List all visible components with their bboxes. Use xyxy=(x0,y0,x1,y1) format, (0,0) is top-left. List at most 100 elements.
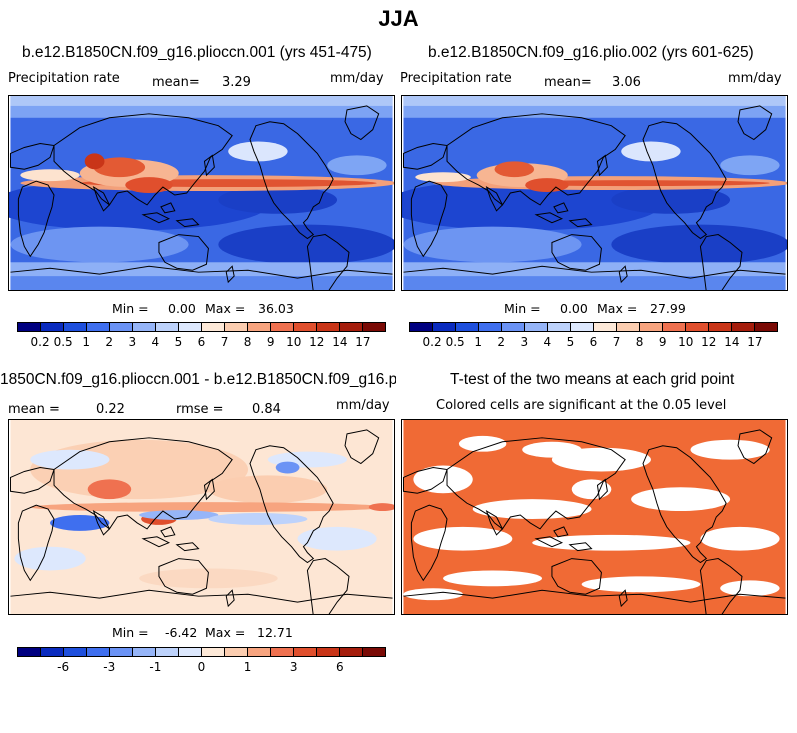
panel1-variable: Precipitation rate xyxy=(8,71,120,86)
panel3-min-label: Min = xyxy=(112,625,149,640)
colorbar-swatch xyxy=(594,323,617,331)
colorbar-label: 3 xyxy=(520,335,529,349)
colorbar-swatch xyxy=(87,648,110,656)
colorbar-label: -1 xyxy=(149,660,162,674)
main-title: JJA xyxy=(378,6,419,31)
colorbar-swatch xyxy=(363,648,385,656)
colorbar-swatch xyxy=(663,323,686,331)
panel2-mean-value: 3.06 xyxy=(612,75,641,90)
colorbar-swatch xyxy=(294,323,317,331)
colorbar-label: 14 xyxy=(724,335,740,349)
panel1-max-value: 36.03 xyxy=(258,301,294,316)
panel1-colorbar xyxy=(17,322,386,332)
colorbar-label: 8 xyxy=(243,335,252,349)
panel2-title: b.e12.B1850CN.f09_g16.plio.002 (yrs 601-… xyxy=(428,44,754,61)
panel1-colorbar-labels: 0.2 0.5 1 2 3 4 5 6 7 8 9 10 12 14 17 xyxy=(17,335,386,349)
colorbar-swatch xyxy=(202,648,225,656)
colorbar-swatch xyxy=(18,323,41,331)
panel2-colorbar xyxy=(409,322,778,332)
colorbar-label: 0.5 xyxy=(445,335,465,349)
panel4-title: T-test of the two means at each grid poi… xyxy=(450,371,735,388)
colorbar-swatch xyxy=(156,648,179,656)
colorbar-label: 5 xyxy=(174,335,183,349)
colorbar-swatch xyxy=(110,323,133,331)
colorbar-label: 9 xyxy=(658,335,667,349)
colorbar-swatch xyxy=(340,323,363,331)
colorbar-label: 5 xyxy=(566,335,575,349)
colorbar-swatch xyxy=(294,648,317,656)
colorbar-swatch xyxy=(64,648,87,656)
panel1-title: b.e12.B1850CN.f09_g16.plioccn.001 (yrs 4… xyxy=(22,44,372,61)
colorbar-swatch xyxy=(179,323,202,331)
panel3-min-value: -6.42 xyxy=(165,625,198,640)
colorbar-label: 1 xyxy=(243,660,252,674)
colorbar-swatch xyxy=(133,323,156,331)
colorbar-swatch xyxy=(456,323,479,331)
colorbar-label: 6 xyxy=(589,335,598,349)
colorbar-swatch xyxy=(617,323,640,331)
colorbar-swatch xyxy=(18,648,41,656)
panel2-min-value: 0.00 xyxy=(560,301,588,316)
colorbar-label: 2 xyxy=(105,335,114,349)
colorbar-swatch xyxy=(248,648,271,656)
panel3-mean-label: mean = xyxy=(8,402,60,417)
colorbar-swatch xyxy=(755,323,777,331)
colorbar-swatch xyxy=(502,323,525,331)
colorbar-swatch xyxy=(317,323,340,331)
colorbar-label: 0 xyxy=(197,660,206,674)
colorbar-label: 6 xyxy=(336,660,344,674)
colorbar-label: 17 xyxy=(747,335,763,349)
colorbar-swatch xyxy=(248,323,271,331)
colorbar-swatch xyxy=(363,323,385,331)
panel3-units: mm/day xyxy=(336,398,390,413)
panel2-variable: Precipitation rate xyxy=(400,71,512,86)
panel1-mean-label: mean= xyxy=(152,75,200,90)
colorbar-label: 0.2 xyxy=(422,335,442,349)
panel4-subtitle: Colored cells are significant at the 0.0… xyxy=(436,398,727,413)
panel1-max-label: Max = xyxy=(205,301,246,316)
panel1-min-label: Min = xyxy=(112,301,149,316)
colorbar-label: 2 xyxy=(497,335,506,349)
panel3-title: 1850CN.f09_g16.plioccn.001 - b.e12.B1850… xyxy=(0,371,396,388)
colorbar-swatch xyxy=(225,648,248,656)
colorbar-label: 9 xyxy=(266,335,275,349)
colorbar-label: 10 xyxy=(286,335,302,349)
colorbar-swatch xyxy=(110,648,133,656)
colorbar-label: 0.5 xyxy=(53,335,73,349)
panel2-max-value: 27.99 xyxy=(650,301,686,316)
panel2-mean-label: mean= xyxy=(544,75,592,90)
panel2-map xyxy=(401,95,788,291)
panel2-max-label: Max = xyxy=(597,301,638,316)
colorbar-label: 10 xyxy=(678,335,694,349)
colorbar-label: 12 xyxy=(309,335,325,349)
colorbar-swatch xyxy=(571,323,594,331)
colorbar-label: 1 xyxy=(82,335,91,349)
colorbar-swatch xyxy=(202,323,225,331)
colorbar-label: 6 xyxy=(197,335,206,349)
colorbar-swatch xyxy=(548,323,571,331)
colorbar-swatch xyxy=(64,323,87,331)
panel3-map xyxy=(8,419,395,615)
colorbar-label: 17 xyxy=(355,335,371,349)
colorbar-label: -6 xyxy=(57,660,70,674)
colorbar-label: 7 xyxy=(612,335,621,349)
colorbar-swatch xyxy=(525,323,548,331)
panel2-units: mm/day xyxy=(728,71,782,86)
panel3-colorbar-labels: -6 -3 -1 0 1 3 6 xyxy=(17,660,386,674)
colorbar-swatch xyxy=(479,323,502,331)
panel1-mean-value: 3.29 xyxy=(222,75,251,90)
panel3-mean-value: 0.22 xyxy=(96,402,125,417)
panel3-rmse-label: rmse = xyxy=(176,402,224,417)
colorbar-swatch xyxy=(156,323,179,331)
panel1-map xyxy=(8,95,395,291)
panel3-max-label: Max = xyxy=(205,625,246,640)
colorbar-swatch xyxy=(271,323,294,331)
colorbar-swatch xyxy=(41,648,64,656)
colorbar-label: 1 xyxy=(474,335,483,349)
colorbar-swatch xyxy=(271,648,294,656)
panel1-min-value: 0.00 xyxy=(168,301,196,316)
colorbar-label: 4 xyxy=(543,335,552,349)
colorbar-label: 8 xyxy=(635,335,644,349)
colorbar-label: 12 xyxy=(701,335,717,349)
panel4-map xyxy=(401,419,788,615)
